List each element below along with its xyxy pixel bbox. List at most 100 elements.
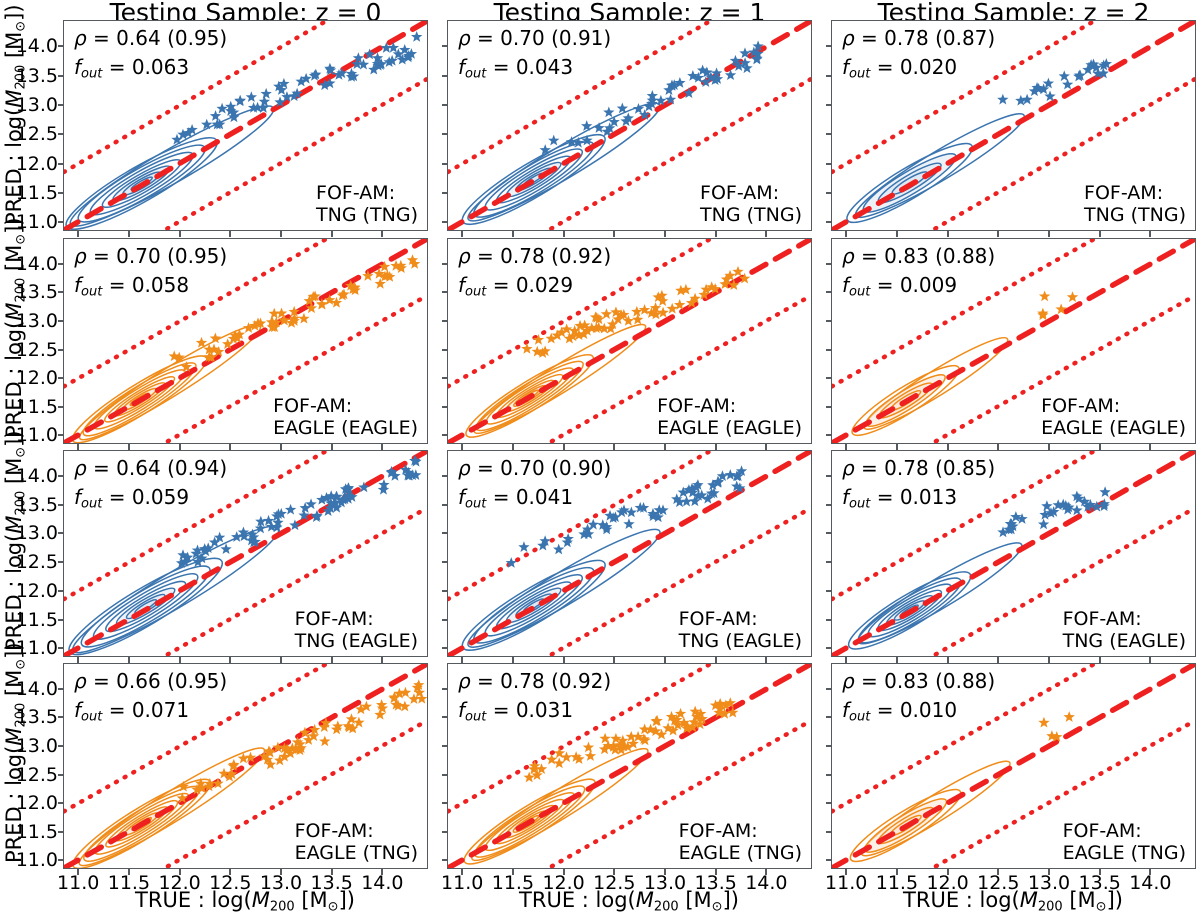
scatter-star bbox=[1038, 290, 1051, 302]
scatter-star bbox=[545, 332, 557, 344]
scatter-star bbox=[1073, 492, 1085, 504]
scatter-star bbox=[1037, 518, 1050, 530]
ytick-label: 11.0 bbox=[15, 637, 58, 660]
xtick-mark bbox=[381, 657, 384, 663]
scatter-star bbox=[227, 760, 239, 772]
panel-r0-c2: ρ = 0.78 (0.87) fout = 0.020 FOF-AM: TNG (T… bbox=[831, 20, 1196, 231]
xtick-mark bbox=[997, 231, 1000, 237]
scatter-star bbox=[599, 732, 611, 744]
scatter-star bbox=[598, 743, 611, 755]
xtick-mark bbox=[613, 869, 616, 875]
scatter-star bbox=[180, 361, 193, 372]
scatter-star bbox=[691, 711, 703, 722]
scatter-star bbox=[168, 350, 180, 362]
fout-annotation: fout = 0.058 bbox=[74, 273, 190, 300]
scatter-star bbox=[668, 714, 681, 726]
scatter-star bbox=[220, 543, 232, 555]
scatter-star bbox=[586, 322, 598, 334]
scatter-star bbox=[518, 541, 530, 552]
scatter-star bbox=[245, 91, 258, 103]
upper-offset-line bbox=[64, 664, 331, 814]
xtick-label: 11.0 bbox=[441, 872, 484, 894]
plot-area-r1-c1: ρ = 0.78 (0.92) fout = 0.029 FOF-AM: EAGLE … bbox=[448, 239, 811, 443]
ytick-mark bbox=[442, 618, 448, 621]
xtick-mark bbox=[511, 444, 514, 450]
scatter-points bbox=[539, 40, 764, 155]
xtick-mark bbox=[714, 657, 717, 663]
rho-annotation: ρ = 0.66 (0.95) bbox=[74, 669, 228, 693]
scatter-star bbox=[258, 750, 270, 762]
xtick-mark bbox=[946, 231, 949, 237]
scatter-star bbox=[622, 315, 635, 326]
panel-corner-label: FOF-AM: EAGLE (TNG) bbox=[294, 820, 418, 864]
scatter-star bbox=[199, 543, 211, 554]
scatter-star bbox=[531, 345, 543, 357]
ytick-mark bbox=[442, 133, 448, 136]
scatter-star bbox=[724, 69, 737, 81]
scatter-star bbox=[395, 262, 407, 273]
xtick-label: 12.5 bbox=[593, 872, 636, 894]
scatter-star bbox=[272, 741, 284, 753]
upper-offset-line bbox=[832, 239, 1099, 389]
scatter-star bbox=[381, 269, 394, 281]
scatter-star bbox=[678, 716, 690, 728]
scatter-star bbox=[286, 742, 298, 754]
scatter-star bbox=[714, 697, 726, 709]
scatter-star bbox=[237, 752, 250, 764]
scatter-star bbox=[295, 75, 307, 87]
scatter-star bbox=[634, 501, 646, 513]
scatter-star bbox=[692, 71, 705, 83]
scatter-star bbox=[387, 41, 400, 53]
xtick-mark bbox=[845, 444, 848, 450]
scatter-star bbox=[1078, 495, 1091, 507]
scatter-star bbox=[1066, 291, 1079, 303]
scatter-star bbox=[1032, 82, 1045, 94]
scatter-star bbox=[325, 497, 337, 509]
scatter-star bbox=[674, 77, 686, 88]
scatter-star bbox=[393, 687, 406, 699]
scatter-star bbox=[616, 102, 629, 114]
panel-r3-c1: ρ = 0.78 (0.92) fout = 0.031 FOF-AM: EAGLE … bbox=[447, 663, 812, 869]
scatter-star bbox=[227, 106, 240, 118]
xtick-mark bbox=[1098, 657, 1101, 663]
scatter-star bbox=[680, 495, 693, 507]
scatter-star bbox=[305, 302, 318, 314]
xtick-mark bbox=[714, 231, 717, 237]
scatter-star bbox=[672, 719, 684, 730]
ytick-mark bbox=[442, 474, 448, 477]
scatter-star bbox=[342, 483, 354, 495]
ytick-label: 14.0 bbox=[15, 464, 58, 487]
scatter-star bbox=[1044, 90, 1056, 102]
scatter-star bbox=[521, 342, 533, 354]
scatter-star bbox=[748, 46, 760, 58]
scatter-star bbox=[553, 757, 565, 769]
ytick-mark bbox=[826, 434, 832, 437]
scatter-star bbox=[308, 69, 321, 81]
scatter-star bbox=[247, 101, 260, 113]
scatter-star bbox=[545, 753, 558, 765]
xaxis-title-col0: TRUE : log(M200 [M⊙]) bbox=[135, 888, 355, 915]
scatter-star bbox=[302, 734, 315, 745]
scatter-star bbox=[708, 487, 720, 499]
scatter-star bbox=[1071, 504, 1083, 516]
scatter-star bbox=[1071, 490, 1083, 502]
xaxis-title-col2: TRUE : log(M200 [M⊙]) bbox=[903, 888, 1123, 915]
scatter-star bbox=[368, 63, 380, 75]
scatter-star bbox=[275, 307, 288, 319]
scatter-star bbox=[752, 47, 764, 59]
scatter-star bbox=[573, 329, 585, 340]
scatter-star bbox=[377, 483, 390, 495]
lower-offset-line bbox=[544, 76, 811, 230]
scatter-star bbox=[751, 52, 763, 64]
scatter-star bbox=[298, 509, 310, 521]
scatter-star bbox=[249, 535, 261, 547]
yaxis-title-row1: PRED : log(M200 [M⊙]) bbox=[2, 217, 29, 438]
scatter-star bbox=[196, 552, 208, 564]
scatter-star bbox=[262, 514, 275, 526]
scatter-star bbox=[735, 465, 748, 477]
scatter-star bbox=[553, 747, 566, 759]
plot-canvas bbox=[832, 451, 1195, 656]
scatter-points bbox=[997, 58, 1112, 106]
scatter-star bbox=[1052, 499, 1064, 510]
ytick-mark bbox=[58, 532, 64, 535]
